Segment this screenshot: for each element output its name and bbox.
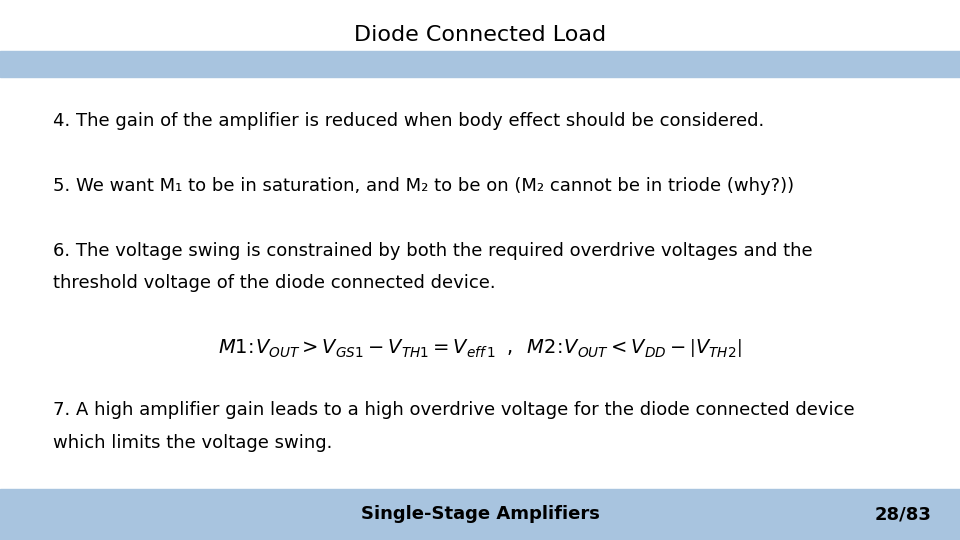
Text: 4. The gain of the amplifier is reduced when body effect should be considered.: 4. The gain of the amplifier is reduced … [53,112,764,131]
Text: 6. The voltage swing is constrained by both the required overdrive voltages and : 6. The voltage swing is constrained by b… [53,242,812,260]
Text: 7. A high amplifier gain leads to a high overdrive voltage for the diode connect: 7. A high amplifier gain leads to a high… [53,401,854,420]
Text: threshold voltage of the diode connected device.: threshold voltage of the diode connected… [53,274,495,293]
Bar [0,489,960,540]
Bar [0,51,960,77]
Text: $M1\!:\!V_{OUT} > V_{GS1} - V_{TH1} = V_{eff\,1}$$\;\;,\;\;$$M2\!:\!V_{OUT} < V_: $M1\!:\!V_{OUT} > V_{GS1} - V_{TH1} = V_… [218,338,742,359]
Text: Diode Connected Load: Diode Connected Load [354,25,606,45]
Text: 5. We want M₁ to be in saturation, and M₂ to be on (M₂ cannot be in triode (why?: 5. We want M₁ to be in saturation, and M… [53,177,794,195]
Text: which limits the voltage swing.: which limits the voltage swing. [53,434,332,452]
Text: Single-Stage Amplifiers: Single-Stage Amplifiers [361,505,599,523]
Text: 28/83: 28/83 [875,505,931,523]
